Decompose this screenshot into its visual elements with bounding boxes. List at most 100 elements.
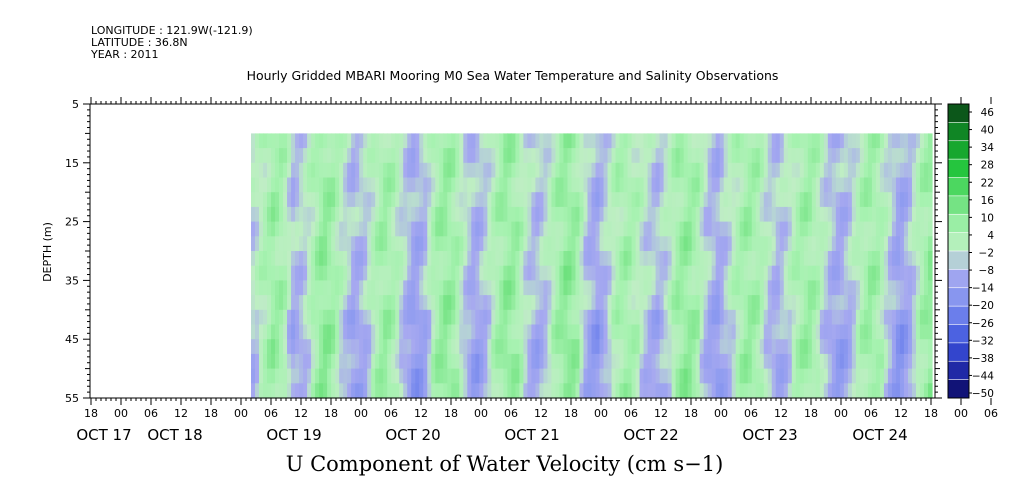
heatmap-cell bbox=[567, 177, 573, 193]
heatmap-cell bbox=[571, 162, 577, 179]
colorbar-swatch bbox=[947, 324, 970, 344]
heatmap-cell bbox=[459, 148, 464, 164]
heatmap-cell bbox=[351, 339, 356, 355]
heatmap-cell bbox=[335, 251, 340, 267]
heatmap-cell bbox=[811, 133, 817, 149]
heatmap-cell bbox=[435, 383, 440, 399]
heatmap-cell bbox=[351, 162, 356, 179]
heatmap-cell bbox=[811, 383, 817, 399]
heatmap-cell bbox=[563, 383, 569, 399]
heatmap-cell bbox=[847, 236, 853, 252]
heatmap-cell bbox=[319, 265, 324, 281]
heatmap-cell bbox=[639, 309, 645, 326]
heatmap-cell bbox=[323, 295, 328, 311]
heatmap-cell bbox=[387, 353, 392, 370]
heatmap-cell bbox=[527, 368, 533, 384]
heatmap-cell bbox=[611, 265, 617, 281]
heatmap-cell bbox=[287, 192, 292, 208]
heatmap-cell bbox=[459, 383, 464, 399]
heatmap-cell bbox=[439, 353, 444, 370]
heatmap-cell bbox=[623, 236, 629, 252]
heatmap-cell bbox=[535, 339, 541, 355]
heatmap-cell bbox=[739, 162, 745, 179]
heatmap-cell bbox=[591, 295, 597, 311]
heatmap-cell bbox=[927, 192, 933, 208]
heatmap-cell bbox=[731, 295, 737, 311]
heatmap-cell bbox=[291, 192, 296, 208]
heatmap-cell bbox=[643, 162, 649, 179]
heatmap-cell bbox=[439, 177, 444, 193]
heatmap-cell bbox=[807, 368, 813, 384]
heatmap-cell bbox=[795, 339, 801, 355]
heatmap-cell bbox=[359, 353, 364, 370]
heatmap-cell bbox=[919, 295, 925, 311]
heatmap-cell bbox=[651, 251, 657, 267]
heatmap-cell bbox=[279, 368, 284, 384]
heatmap-cell bbox=[775, 251, 781, 267]
heatmap-cell bbox=[559, 353, 565, 370]
heatmap-cell bbox=[607, 133, 613, 149]
heatmap-cell bbox=[803, 324, 809, 340]
heatmap-cell bbox=[859, 265, 865, 281]
heatmap-cell bbox=[471, 177, 476, 193]
heatmap-cell bbox=[663, 133, 669, 149]
heatmap-cell bbox=[607, 368, 613, 384]
heatmap-cell bbox=[363, 177, 368, 193]
heatmap-cell bbox=[427, 353, 432, 370]
heatmap-cell bbox=[719, 251, 725, 267]
heatmap-cell bbox=[879, 148, 885, 164]
heatmap-cell bbox=[331, 265, 336, 281]
heatmap-cell bbox=[655, 251, 661, 267]
heatmap-cell bbox=[927, 339, 933, 355]
heatmap-cell bbox=[767, 368, 773, 384]
heatmap-cell bbox=[903, 133, 909, 149]
heatmap-cell bbox=[431, 206, 436, 223]
heatmap-cell bbox=[859, 324, 865, 340]
heatmap-cell bbox=[747, 339, 753, 355]
heatmap-cell bbox=[655, 221, 661, 237]
heatmap-cell bbox=[363, 295, 368, 311]
heatmap-cell bbox=[915, 192, 921, 208]
colorbar-tick-label: 28 bbox=[981, 160, 994, 172]
heatmap-cell bbox=[651, 353, 657, 370]
heatmap-cell bbox=[691, 309, 697, 326]
heatmap-cell bbox=[703, 251, 709, 267]
heatmap-cell bbox=[811, 162, 817, 179]
heatmap-cell bbox=[679, 148, 685, 164]
heatmap-cell bbox=[535, 368, 541, 384]
heatmap-cell bbox=[295, 221, 300, 237]
heatmap-cell bbox=[807, 192, 813, 208]
heatmap-cell bbox=[263, 353, 268, 370]
heatmap-cell bbox=[679, 162, 685, 179]
heatmap-cell bbox=[431, 368, 436, 384]
heatmap-cell bbox=[919, 221, 925, 237]
heatmap-cell bbox=[639, 206, 645, 223]
heatmap-cell bbox=[607, 206, 613, 223]
heatmap-cell bbox=[795, 353, 801, 370]
heatmap-cell bbox=[807, 162, 813, 179]
heatmap-cell bbox=[279, 265, 284, 281]
heatmap-cell bbox=[515, 368, 520, 384]
heatmap-cell bbox=[471, 133, 476, 149]
heatmap-cell bbox=[591, 251, 597, 267]
heatmap-cell bbox=[467, 295, 472, 311]
heatmap-cell bbox=[627, 295, 633, 311]
heatmap-cell bbox=[699, 339, 705, 355]
x-tick-label: 12 bbox=[654, 407, 668, 420]
heatmap-cell bbox=[287, 265, 292, 281]
heatmap-cell bbox=[907, 148, 913, 164]
heatmap-cell bbox=[415, 339, 420, 355]
heatmap-cell bbox=[767, 177, 773, 193]
heatmap-cell bbox=[779, 221, 785, 237]
heatmap-cell bbox=[635, 295, 641, 311]
heatmap-cell bbox=[331, 339, 336, 355]
heatmap-cell bbox=[723, 177, 729, 193]
heatmap-cell bbox=[451, 206, 456, 223]
heatmap-cell bbox=[699, 133, 705, 149]
heatmap-cell bbox=[295, 177, 300, 193]
heatmap-cell bbox=[839, 295, 845, 311]
heatmap-cell bbox=[779, 339, 785, 355]
heatmap-cell bbox=[895, 295, 901, 311]
heatmap-cell bbox=[671, 148, 677, 164]
heatmap-cell bbox=[419, 251, 424, 267]
